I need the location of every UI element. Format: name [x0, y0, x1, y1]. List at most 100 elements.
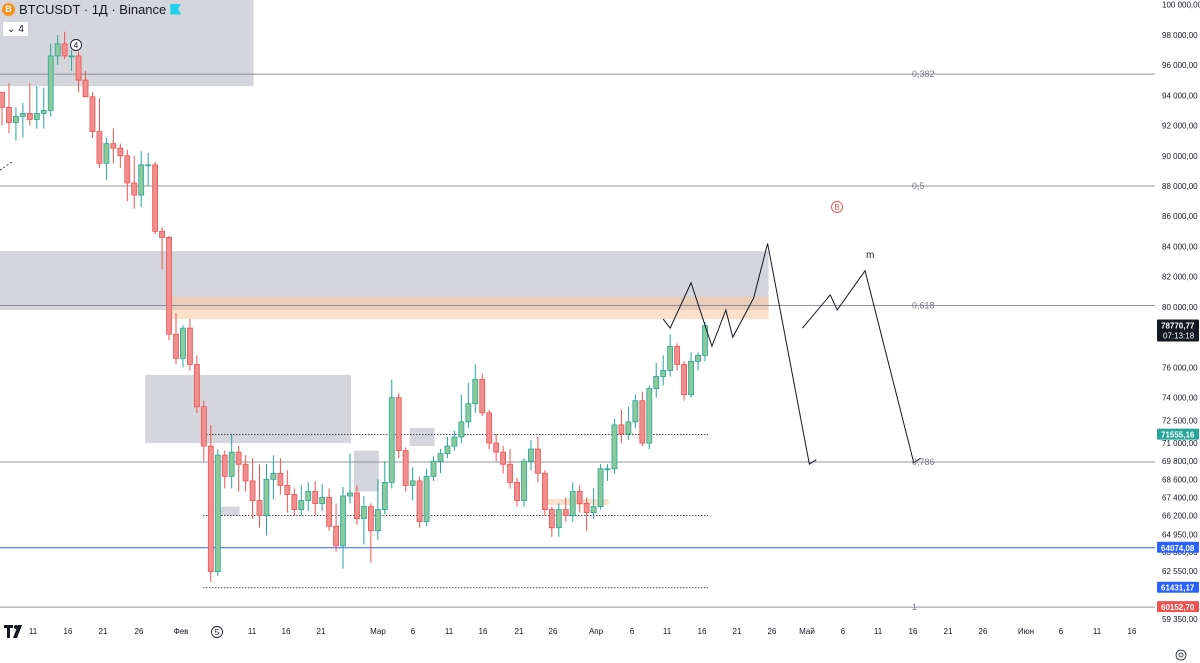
- settings-gear-icon[interactable]: [1175, 649, 1187, 661]
- candle[interactable]: [548, 506, 555, 537]
- supply-demand-zone[interactable]: [409, 427, 435, 447]
- candle[interactable]: [131, 155, 138, 209]
- candle[interactable]: [521, 458, 527, 507]
- candle[interactable]: [653, 362, 660, 398]
- candle[interactable]: [347, 453, 353, 504]
- candle[interactable]: [47, 43, 54, 117]
- candle[interactable]: [277, 458, 284, 495]
- candle[interactable]: [576, 485, 583, 513]
- candle[interactable]: [103, 137, 110, 180]
- candle[interactable]: [159, 226, 165, 270]
- candle[interactable]: [291, 488, 298, 516]
- candle[interactable]: [110, 128, 117, 164]
- candle[interactable]: [395, 393, 402, 459]
- candle[interactable]: [33, 86, 40, 129]
- candle[interactable]: [82, 71, 89, 98]
- candle[interactable]: [604, 464, 611, 481]
- candle[interactable]: [6, 83, 12, 134]
- supply-demand-zone[interactable]: [145, 375, 351, 444]
- candle[interactable]: [500, 446, 507, 474]
- candle[interactable]: [61, 31, 68, 59]
- candle[interactable]: [13, 107, 19, 141]
- candle[interactable]: [444, 437, 451, 459]
- candle[interactable]: [381, 461, 388, 515]
- candle[interactable]: [569, 482, 576, 522]
- candle[interactable]: [695, 352, 701, 371]
- candle[interactable]: [367, 503, 374, 563]
- candle[interactable]: [173, 313, 179, 365]
- candle[interactable]: [374, 479, 381, 540]
- candle[interactable]: [388, 379, 395, 489]
- candle[interactable]: [632, 394, 639, 428]
- candle[interactable]: [625, 406, 632, 441]
- candle[interactable]: [298, 485, 305, 516]
- candle[interactable]: [361, 495, 367, 545]
- candle[interactable]: [479, 373, 486, 416]
- symbol-title[interactable]: BTCUSDT · 1Д · Binance: [19, 1, 167, 17]
- candle[interactable]: [541, 470, 548, 516]
- candle[interactable]: [611, 418, 618, 474]
- candle[interactable]: [228, 433, 235, 489]
- candle[interactable]: [423, 468, 430, 527]
- chart-header[interactable]: B BTCUSDT · 1Д · Binance: [0, 0, 182, 18]
- candle[interactable]: [486, 409, 493, 450]
- candle[interactable]: [40, 87, 47, 129]
- candle[interactable]: [124, 149, 131, 202]
- candle[interactable]: [667, 334, 674, 377]
- wave-5-label-circle[interactable]: [211, 626, 223, 638]
- candle[interactable]: [437, 449, 444, 474]
- candle[interactable]: [75, 51, 82, 93]
- candle[interactable]: [200, 400, 207, 462]
- candle[interactable]: [555, 503, 562, 537]
- candle[interactable]: [688, 352, 694, 398]
- projection-path[interactable]: [802, 269, 921, 464]
- candle[interactable]: [402, 447, 409, 492]
- candle[interactable]: [214, 449, 221, 577]
- candle[interactable]: [145, 152, 152, 186]
- candle[interactable]: [451, 430, 458, 451]
- candle[interactable]: [430, 456, 437, 481]
- candle[interactable]: [152, 161, 159, 235]
- candle[interactable]: [166, 235, 172, 341]
- candle[interactable]: [180, 325, 186, 368]
- candle[interactable]: [312, 480, 319, 516]
- candle[interactable]: [514, 477, 520, 507]
- time-axis[interactable]: [0, 623, 1200, 663]
- candle[interactable]: [207, 424, 214, 583]
- candle[interactable]: [702, 322, 708, 362]
- candle[interactable]: [493, 433, 500, 462]
- candle[interactable]: [117, 143, 124, 168]
- candle[interactable]: [465, 382, 472, 428]
- candle[interactable]: [19, 102, 26, 138]
- candle[interactable]: [221, 450, 228, 489]
- candle[interactable]: [681, 361, 687, 401]
- candle[interactable]: [597, 464, 604, 510]
- trend-line[interactable]: [0, 161, 13, 171]
- candle[interactable]: [333, 503, 339, 552]
- orange-zone[interactable]: [166, 296, 769, 320]
- candle[interactable]: [256, 464, 263, 528]
- candle[interactable]: [354, 485, 360, 525]
- candle[interactable]: [660, 355, 667, 386]
- candle[interactable]: [639, 391, 646, 447]
- candle[interactable]: [249, 458, 256, 519]
- candle[interactable]: [674, 343, 681, 371]
- candle[interactable]: [646, 385, 653, 450]
- candle[interactable]: [242, 455, 249, 492]
- candle[interactable]: [507, 449, 513, 489]
- tradingview-logo-icon[interactable]: [4, 625, 28, 639]
- candle[interactable]: [618, 409, 625, 444]
- candle[interactable]: [96, 98, 103, 168]
- projection-path[interactable]: [662, 243, 817, 466]
- candle[interactable]: [409, 467, 416, 501]
- wave-4-label-circle[interactable]: [70, 39, 82, 51]
- candle[interactable]: [193, 355, 200, 413]
- candle[interactable]: [472, 364, 479, 413]
- candle[interactable]: [235, 446, 242, 492]
- candle[interactable]: [305, 482, 312, 512]
- candle[interactable]: [528, 440, 534, 471]
- candle[interactable]: [0, 91, 5, 126]
- candle[interactable]: [590, 488, 597, 519]
- candle[interactable]: [535, 437, 541, 483]
